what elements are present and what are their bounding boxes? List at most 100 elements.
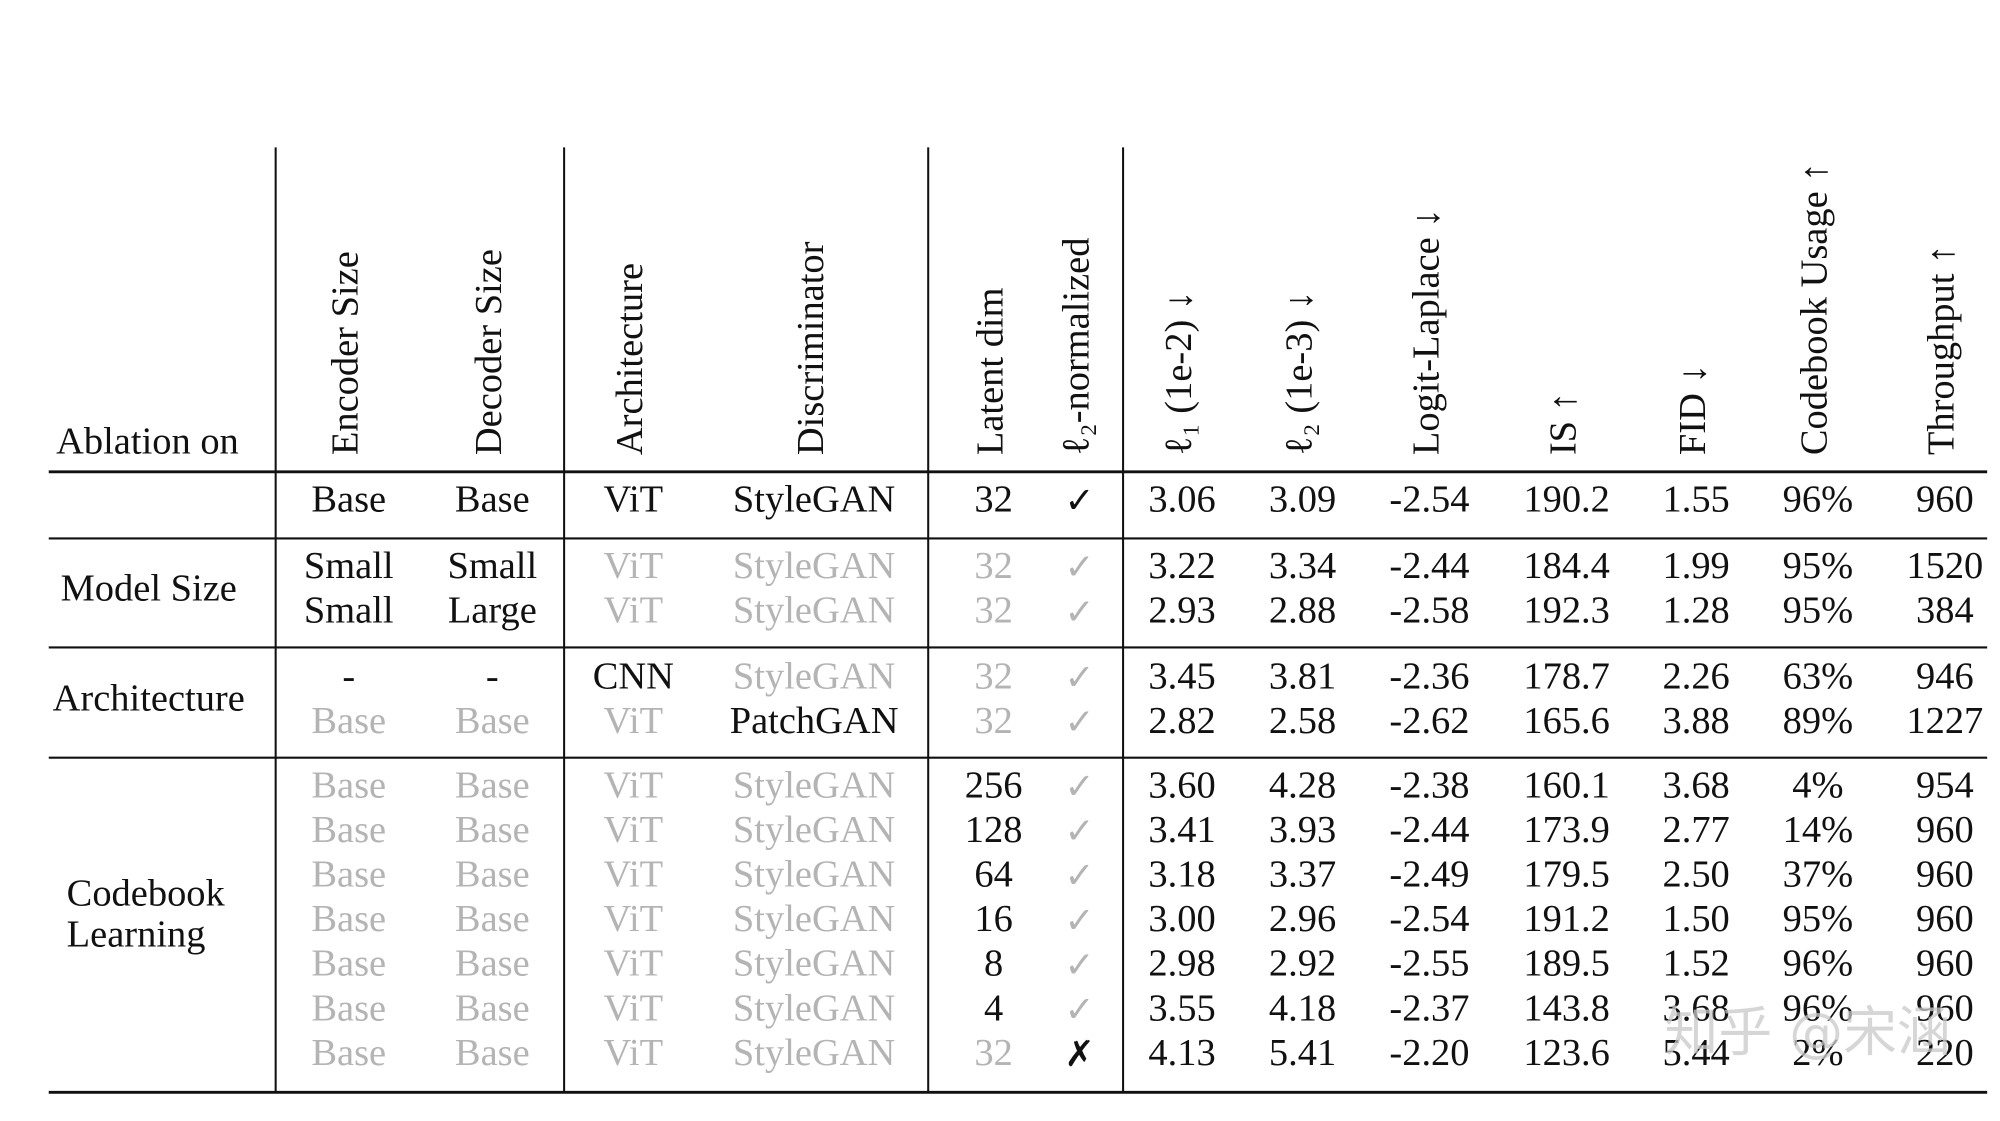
table-cell: StyleGAN [733, 478, 895, 520]
table-cell: 160.1 [1523, 764, 1610, 806]
header-cell: Throughput ↑ [1921, 245, 1963, 455]
table-cell: 173.9 [1523, 809, 1610, 851]
header-cell: Discriminator [790, 241, 832, 455]
table-cell: 3.22 [1148, 545, 1215, 587]
table-cell: 4.18 [1269, 987, 1336, 1029]
table-cell: ViT [604, 1032, 664, 1074]
table-cell: StyleGAN [733, 655, 895, 697]
table-cell: -2.55 [1389, 943, 1469, 985]
table-cell: Base [311, 809, 386, 851]
table-cell: 89% [1783, 700, 1853, 742]
group-label: Architecture [53, 678, 245, 720]
table-cell: 143.8 [1523, 987, 1610, 1029]
table-cell: - [342, 655, 355, 697]
table-cell: 3.45 [1148, 655, 1215, 697]
table-cell: ✓ [1064, 811, 1094, 852]
table-cell: StyleGAN [733, 898, 895, 940]
table-cell: 8 [984, 943, 1003, 985]
table-cell: 64 [974, 854, 1012, 896]
table-cell: Base [455, 700, 530, 742]
table-cell: 32 [974, 1032, 1012, 1074]
table-cell: 3.60 [1148, 764, 1215, 806]
table-cell: 1.52 [1662, 943, 1729, 985]
header-cell: Architecture [609, 263, 651, 455]
header-cell: ℓ₁ (1e-2) ↓ [1158, 291, 1200, 455]
table-cell: Base [311, 943, 386, 985]
table-cell: ✓ [1064, 657, 1094, 698]
table-cell: -2.36 [1389, 655, 1469, 697]
table-cell: 4.28 [1269, 764, 1336, 806]
table-cell: Base [311, 764, 386, 806]
table-cell: 2.50 [1662, 854, 1729, 896]
table-cell: 1.50 [1662, 898, 1729, 940]
table-cell: 128 [965, 809, 1023, 851]
table-cell: 384 [1916, 590, 1974, 632]
table-cell: - [486, 655, 499, 697]
table-cell: 220 [1916, 1032, 1974, 1074]
table-cell: 2.92 [1269, 943, 1336, 985]
table-cell: 256 [965, 764, 1023, 806]
group-label: Learning [67, 913, 206, 955]
table-cell: 96% [1783, 987, 1853, 1029]
table-cell: 3.81 [1269, 655, 1336, 697]
table-cell: ViT [604, 898, 664, 940]
table-cell: 960 [1916, 943, 1974, 985]
table-cell: StyleGAN [733, 764, 895, 806]
table-cell: Base [311, 478, 386, 520]
table-cell: 1520 [1906, 545, 1983, 587]
table-cell: ViT [604, 943, 664, 985]
table-cell: -2.44 [1389, 545, 1469, 587]
group-label: Model Size [61, 567, 237, 609]
table-cell: 960 [1916, 898, 1974, 940]
table-cell: 3.93 [1269, 809, 1336, 851]
table-cell: Small [304, 590, 394, 632]
table-cell: 960 [1916, 854, 1974, 896]
table-cell: 3.00 [1148, 898, 1215, 940]
table-cell: Small [304, 545, 394, 587]
table-cell: 3.55 [1148, 987, 1215, 1029]
table-cell: Base [311, 987, 386, 1029]
table-cell: Base [455, 1032, 530, 1074]
table-cell: 192.3 [1523, 590, 1610, 632]
table-cell: 2.88 [1269, 590, 1336, 632]
table-cell: 2% [1792, 1032, 1843, 1074]
table-cell: 2.58 [1269, 700, 1336, 742]
table-cell: 946 [1916, 655, 1974, 697]
table-cell: 37% [1783, 854, 1853, 896]
table-cell: ✓ [1064, 766, 1094, 807]
table-cell: Base [311, 854, 386, 896]
table-cell: 32 [974, 655, 1012, 697]
table-cell: 191.2 [1523, 898, 1610, 940]
table-cell: ✗ [1064, 1034, 1094, 1075]
table-cell: 3.06 [1148, 478, 1215, 520]
table-cell: Base [311, 700, 386, 742]
table-cell: Base [455, 987, 530, 1029]
table-cell: 184.4 [1523, 545, 1610, 587]
table-cell: 95% [1783, 898, 1853, 940]
table-cell: 2.26 [1662, 655, 1729, 697]
header-cell: Ablation on [56, 421, 239, 463]
table-cell: 3.34 [1269, 545, 1336, 587]
table-cell: -2.44 [1389, 809, 1469, 851]
table-cell: -2.49 [1389, 854, 1469, 896]
table-cell: -2.20 [1389, 1032, 1469, 1074]
table-cell: ✓ [1064, 481, 1094, 522]
table-cell: StyleGAN [733, 943, 895, 985]
table-cell: 165.6 [1523, 700, 1610, 742]
header-cell: Logit-Laplace ↓ [1405, 208, 1447, 455]
table-cell: 178.7 [1523, 655, 1610, 697]
table-cell: 4.13 [1148, 1032, 1215, 1074]
table-cell: StyleGAN [733, 1032, 895, 1074]
table-cell: Small [447, 545, 537, 587]
header-cell: Latent dim [969, 287, 1011, 455]
table-cell: Base [311, 1032, 386, 1074]
table-cell: 179.5 [1523, 854, 1610, 896]
header-cell: Codebook Usage ↑ [1794, 162, 1836, 455]
table-cell: Large [448, 590, 537, 632]
table-cell: 2.82 [1148, 700, 1215, 742]
table-cell: 95% [1783, 590, 1853, 632]
table-cell: 960 [1916, 809, 1974, 851]
table-cell: 190.2 [1523, 478, 1610, 520]
